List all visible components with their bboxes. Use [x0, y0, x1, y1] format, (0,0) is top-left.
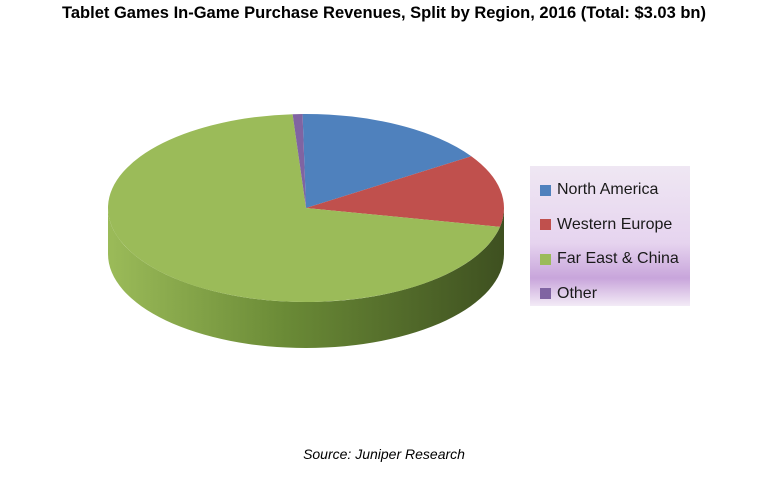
- legend-label: Western Europe: [557, 215, 673, 233]
- chart-title: Tablet Games In-Game Purchase Revenues, …: [62, 4, 706, 22]
- pie-top-face: [108, 114, 504, 302]
- legend: North America Western Europe Far East & Ch…: [530, 166, 690, 306]
- legend-swatch: [540, 288, 551, 300]
- legend-label: North America: [557, 181, 659, 199]
- pie-slice-western-europe: [306, 156, 504, 227]
- legend-item-western-europe: Western Europe: [530, 208, 690, 243]
- legend-item-far-east-china: Far East & China: [530, 242, 690, 277]
- legend-item-north-america: North America: [530, 173, 690, 208]
- pie-side-wall-surface: [108, 208, 504, 348]
- pie-slice-north-america: [302, 114, 472, 208]
- pie-slice-far-east-china: [108, 114, 500, 302]
- legend-swatch: [540, 253, 551, 265]
- pie-side-wall: [108, 208, 504, 348]
- legend-label: Far East & China: [557, 250, 679, 268]
- legend-swatch: [540, 219, 551, 231]
- legend-label: Other: [557, 284, 598, 302]
- source-note: Source: Juniper Research: [303, 446, 465, 462]
- pie-slice-other: [292, 114, 306, 208]
- legend-item-other: Other: [530, 277, 690, 312]
- legend-swatch: [540, 184, 551, 196]
